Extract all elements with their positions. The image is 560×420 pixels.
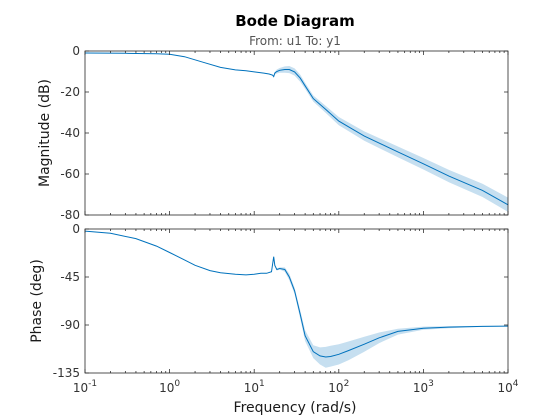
phase-axis-label: Phase (deg) [29,259,45,343]
x-tick-exponent: 2 [344,379,350,389]
phase-axes-frame [84,228,509,374]
x-tick-exponent: 1 [259,379,265,389]
x-tick-label: 101 [244,379,265,395]
chart-subtitle: From: u1 To: y1 [249,34,341,48]
x-tick-base: 10 [159,381,174,395]
x-tick-exponent: -1 [88,379,97,389]
x-tick-exponent: 0 [174,379,180,389]
x-tick-base: 10 [497,381,512,395]
magnitude-confidence-band [85,53,508,212]
x-axis-label: Frequency (rad/s) [234,400,357,416]
x-tick-base: 10 [413,381,428,395]
phase-y-tick-label: 0 [72,222,80,236]
phase-response-line [84,230,509,358]
phase-y-tick-label: -45 [60,270,80,284]
magnitude-y-tick-label: -80 [60,208,80,222]
x-tick-labels: 10-1 100 101 102 103 104 [73,379,519,395]
magnitude-panel: 0 -20 -40 -60 -80 Magnitude (dB) [37,44,509,222]
phase-y-tick-label: -135 [53,366,80,380]
magnitude-response-line [84,52,509,206]
x-tick-exponent: 3 [428,379,434,389]
x-tick-base: 10 [244,381,259,395]
magnitude-y-tick-label: -60 [60,167,80,181]
phase-y-tick-label: -90 [60,318,80,332]
magnitude-y-tick-label: -20 [60,85,80,99]
x-tick-exponent: 4 [513,379,519,389]
x-tick-base: 10 [73,381,88,395]
x-tick-label: 102 [328,379,349,395]
magnitude-axis-label: Magnitude (dB) [37,79,53,187]
x-tick-label: 100 [159,379,180,395]
phase-panel: 0 -45 -90 -135 Phase (deg) [29,222,509,380]
x-tick-label: 103 [413,379,434,395]
magnitude-y-tick-label: -40 [60,126,80,140]
chart-title: Bode Diagram [235,12,354,30]
magnitude-axes-frame [84,50,509,216]
x-tick-label: 10-1 [73,379,97,395]
x-tick-label: 104 [497,379,518,395]
x-tick-base: 10 [328,381,343,395]
magnitude-y-tick-label: 0 [72,44,80,58]
